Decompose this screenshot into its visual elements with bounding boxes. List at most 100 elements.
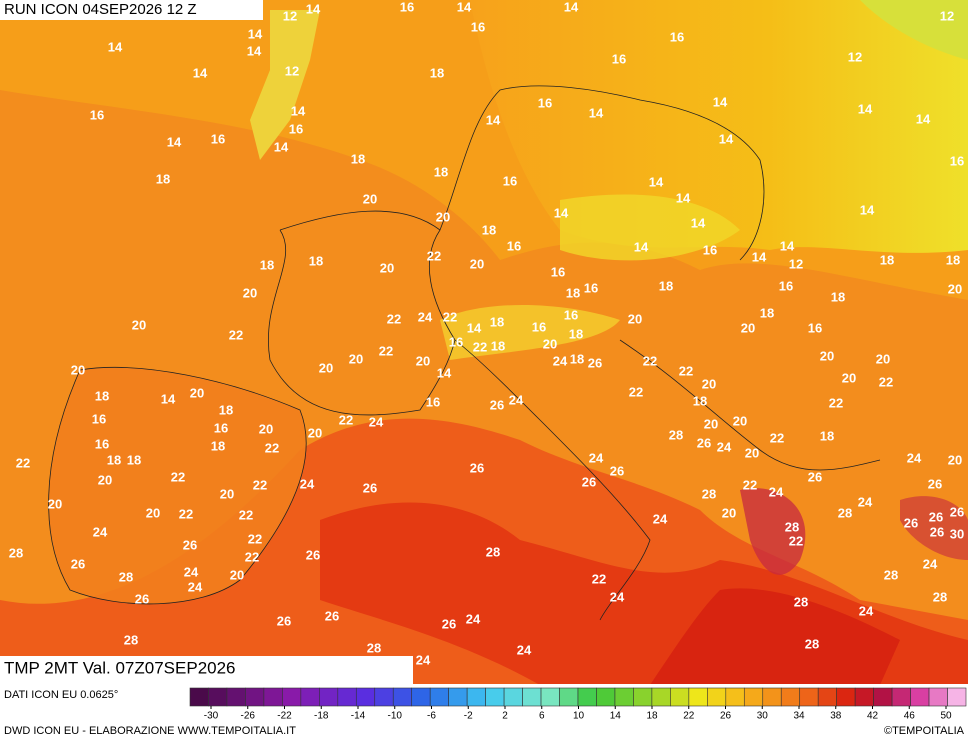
temperature-label: 30: [950, 526, 964, 541]
scale-tick-label: 38: [830, 711, 842, 722]
temperature-label: 14: [167, 134, 182, 149]
temperature-label: 14: [691, 215, 706, 230]
temperature-label: 18: [434, 164, 448, 179]
scale-tick-label: 50: [940, 711, 952, 722]
map-background: [0, 0, 968, 685]
temperature-label: 14: [291, 103, 306, 118]
temperature-label: 20: [190, 385, 204, 400]
temperature-label: 20: [733, 413, 747, 428]
temperature-label: 28: [367, 640, 381, 655]
scale-tick-label: 14: [610, 711, 622, 722]
temperature-label: 26: [306, 547, 320, 562]
scale-swatch: [910, 687, 930, 707]
temperature-label: 18: [211, 438, 225, 453]
scale-swatch: [355, 687, 376, 707]
temperature-label: 20: [98, 472, 112, 487]
temperature-label: 26: [135, 591, 149, 606]
temperature-label: 28: [9, 545, 23, 560]
temperature-label: 20: [349, 351, 363, 366]
temperature-label: 20: [702, 376, 716, 391]
temperature-label: 22: [229, 327, 243, 342]
temperature-label: 26: [697, 435, 711, 450]
temperature-label: 14: [437, 365, 452, 380]
temperature-label: 26: [929, 509, 943, 524]
temperature-label: 22: [239, 507, 253, 522]
temperature-label: 26: [950, 504, 964, 519]
temperature-label: 18: [219, 402, 233, 417]
temperature-label: 26: [183, 537, 197, 552]
temperature-label: 14: [193, 65, 208, 80]
scale-swatch: [596, 687, 616, 707]
temperature-label: 14: [719, 131, 734, 146]
temperature-label: 16: [90, 107, 104, 122]
scale-swatch: [208, 687, 228, 707]
temperature-label: 16: [95, 436, 109, 451]
temperature-label: 20: [363, 191, 377, 206]
temperature-label: 18: [309, 253, 323, 268]
temperature-label: 20: [436, 209, 450, 224]
run-title: RUN ICON 04SEP2026 12 Z: [4, 1, 197, 18]
temperature-label: 14: [713, 94, 728, 109]
temperature-label: 20: [319, 360, 333, 375]
temperature-label: 26: [582, 474, 596, 489]
scale-tick-label: 10: [573, 711, 585, 722]
temperature-label: 22: [643, 353, 657, 368]
temperature-label: 14: [564, 0, 579, 14]
temperature-label: 18: [127, 452, 141, 467]
scale-tick-label: -18: [314, 711, 329, 722]
scale-swatch: [392, 687, 413, 707]
temperature-label: 14: [780, 238, 795, 253]
temperature-label: 20: [948, 452, 962, 467]
temperature-label: 26: [71, 556, 85, 571]
scale-swatch: [854, 687, 874, 707]
temperature-label: 28: [486, 544, 500, 559]
temperature-label: 28: [124, 632, 138, 647]
temperature-label: 26: [930, 524, 944, 539]
scale-swatch: [319, 687, 339, 707]
temperature-label: 24: [509, 392, 524, 407]
scale-tick-label: -14: [351, 711, 366, 722]
copyright: ©TEMPOITALIA: [884, 725, 965, 737]
temperature-label: 28: [785, 519, 799, 534]
temperature-label: 22: [171, 469, 185, 484]
temperature-label: 16: [92, 411, 106, 426]
temperature-label: 22: [248, 531, 262, 546]
temperature-label: 26: [904, 515, 918, 530]
scale-tick-label: 46: [904, 711, 916, 722]
temperature-label: 14: [274, 139, 289, 154]
temperature-label: 22: [743, 477, 757, 492]
scale-swatch: [928, 687, 948, 707]
temperature-label: 20: [842, 370, 856, 385]
temperature-label: 24: [188, 579, 203, 594]
temperature-label: 14: [247, 43, 262, 58]
temperature-label: 20: [704, 416, 718, 431]
temperature-label: 24: [466, 611, 481, 626]
color-scale: -30 -26 -22 -18 -14 -10 -6 -2 2 6 10 14 18 22 26 30 34 38…: [189, 687, 967, 722]
temperature-label: 16: [670, 29, 684, 44]
temperature-label: 14: [858, 101, 873, 116]
temperature-label: 24: [553, 353, 568, 368]
temperature-label: 24: [184, 564, 199, 579]
temperature-label: 24: [300, 476, 315, 491]
temperature-label: 18: [946, 252, 960, 267]
scale-tick-label: -10: [388, 711, 403, 722]
temperature-label: 28: [669, 427, 683, 442]
temperature-label: 18: [491, 338, 505, 353]
temperature-label: 22: [443, 309, 457, 324]
scale-swatch: [799, 687, 819, 707]
temperature-label: 12: [848, 49, 862, 64]
temperature-label: 18: [107, 452, 121, 467]
temperature-label: 12: [285, 63, 299, 78]
scale-swatch: [485, 687, 505, 707]
temperature-label: 24: [416, 652, 431, 667]
scale-swatch: [448, 687, 468, 707]
temperature-label: 16: [507, 238, 521, 253]
temperature-label: 14: [457, 0, 472, 14]
credit: DWD ICON EU - ELABORAZIONE WWW.TEMPOITAL…: [4, 725, 296, 737]
scale-swatch: [189, 687, 209, 707]
temperature-label: 20: [48, 496, 62, 511]
temperature-label: 22: [427, 248, 441, 263]
temperature-label: 20: [628, 311, 642, 326]
scale-tick-label: 30: [757, 711, 769, 722]
